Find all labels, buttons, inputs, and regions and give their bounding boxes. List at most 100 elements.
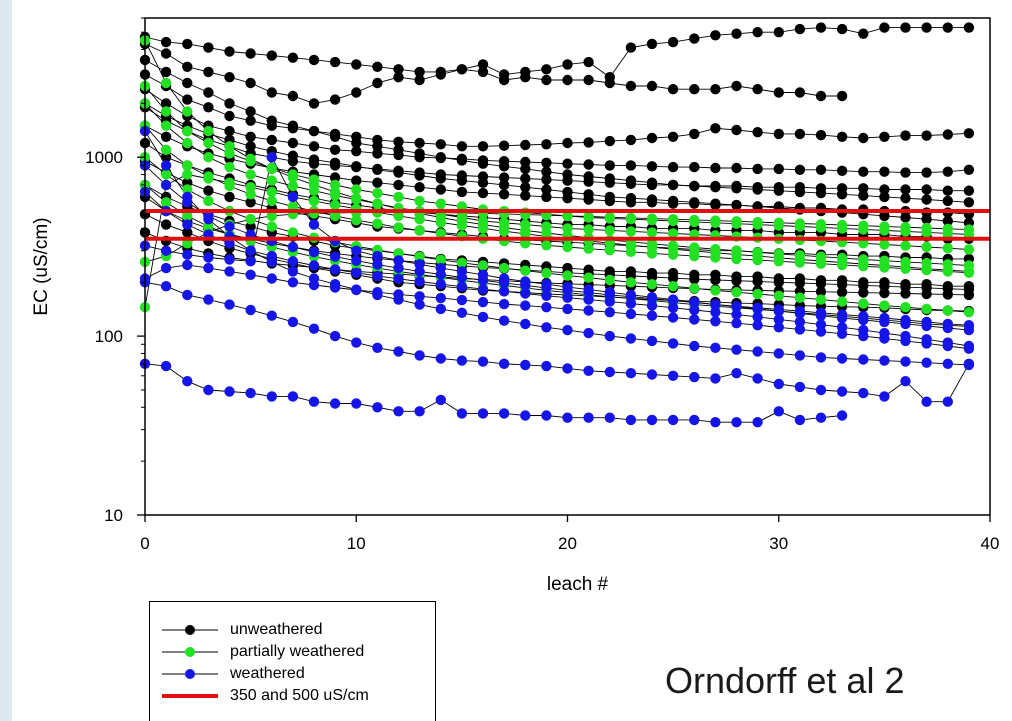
data-point (287, 191, 299, 203)
data-point (266, 175, 277, 186)
data-point (773, 305, 784, 317)
data-point (963, 244, 975, 255)
data-point (752, 27, 763, 38)
data-point (900, 356, 911, 367)
data-point (667, 312, 679, 323)
data-point (245, 304, 256, 316)
data-point (942, 264, 953, 276)
data-point (520, 182, 531, 193)
data-point (498, 189, 510, 200)
data-point (224, 72, 235, 83)
data-point (520, 318, 531, 330)
data-point (836, 257, 848, 268)
data-point (351, 161, 362, 172)
data-point (815, 384, 827, 396)
series-line (144, 231, 969, 296)
data-point (815, 255, 827, 267)
data-point (689, 84, 700, 95)
data-point (224, 177, 235, 188)
data-point (414, 148, 425, 159)
series-line (144, 103, 969, 250)
data-point (710, 215, 721, 226)
data-point (477, 66, 489, 78)
data-point (456, 220, 468, 231)
data-point (160, 48, 172, 59)
data-point (287, 241, 299, 253)
data-point (794, 186, 806, 198)
data-point (731, 28, 742, 39)
data-point (625, 80, 637, 92)
data-point (921, 22, 932, 33)
y-tick-label: 10 (104, 506, 123, 525)
data-point (773, 314, 784, 325)
data-point (583, 284, 594, 295)
data-point (456, 186, 468, 198)
data-point (245, 387, 256, 399)
data-point (203, 262, 214, 274)
data-point (372, 402, 383, 413)
data-point (942, 195, 953, 207)
x-tick-label: 20 (558, 534, 577, 553)
data-point (266, 87, 277, 98)
data-point (435, 292, 446, 304)
data-point (963, 307, 975, 318)
data-point (414, 406, 425, 417)
data-point (710, 84, 721, 95)
data-point (224, 110, 235, 122)
data-point (858, 166, 869, 177)
data-point (498, 273, 510, 284)
data-point (773, 348, 784, 359)
data-point (160, 160, 172, 171)
data-point (182, 197, 193, 208)
data-point (731, 199, 742, 211)
data-point (224, 161, 235, 173)
data-point (689, 314, 700, 325)
data-point (266, 210, 277, 222)
data-point (541, 267, 552, 279)
data-point (689, 274, 700, 285)
data-point (498, 140, 510, 151)
data-point (498, 408, 510, 419)
data-point (203, 152, 214, 163)
data-point (224, 386, 235, 397)
data-point (562, 241, 573, 253)
data-point (858, 220, 869, 231)
data-point (836, 189, 848, 200)
data-point (625, 226, 637, 237)
y-tick-label: 1000 (85, 148, 123, 167)
data-point (773, 163, 784, 175)
data-point (963, 343, 975, 354)
data-point (879, 210, 890, 222)
data-point (836, 131, 848, 142)
data-point (245, 214, 256, 225)
data-point (414, 259, 425, 270)
data-point (245, 115, 256, 126)
data-point (393, 346, 404, 357)
data-point (520, 359, 531, 371)
data-point (266, 273, 277, 284)
data-point (942, 322, 953, 334)
data-point (752, 163, 763, 175)
data-point (815, 294, 827, 305)
data-point (667, 228, 679, 239)
data-point (625, 277, 637, 288)
data-point (646, 310, 658, 321)
data-point (752, 276, 763, 287)
data-point (583, 224, 594, 235)
data-point (815, 352, 827, 363)
data-point (287, 180, 299, 192)
data-point (562, 270, 573, 281)
data-point (329, 251, 341, 262)
data-point (646, 271, 658, 283)
data-point (752, 303, 763, 315)
data-point (858, 314, 869, 326)
data-point (435, 279, 446, 290)
data-point (836, 287, 848, 298)
data-point (604, 173, 615, 184)
data-point (477, 408, 489, 419)
data-point (963, 22, 975, 33)
data-point (752, 250, 763, 262)
data-point (541, 166, 552, 177)
data-point (583, 159, 594, 170)
data-point (393, 136, 404, 147)
